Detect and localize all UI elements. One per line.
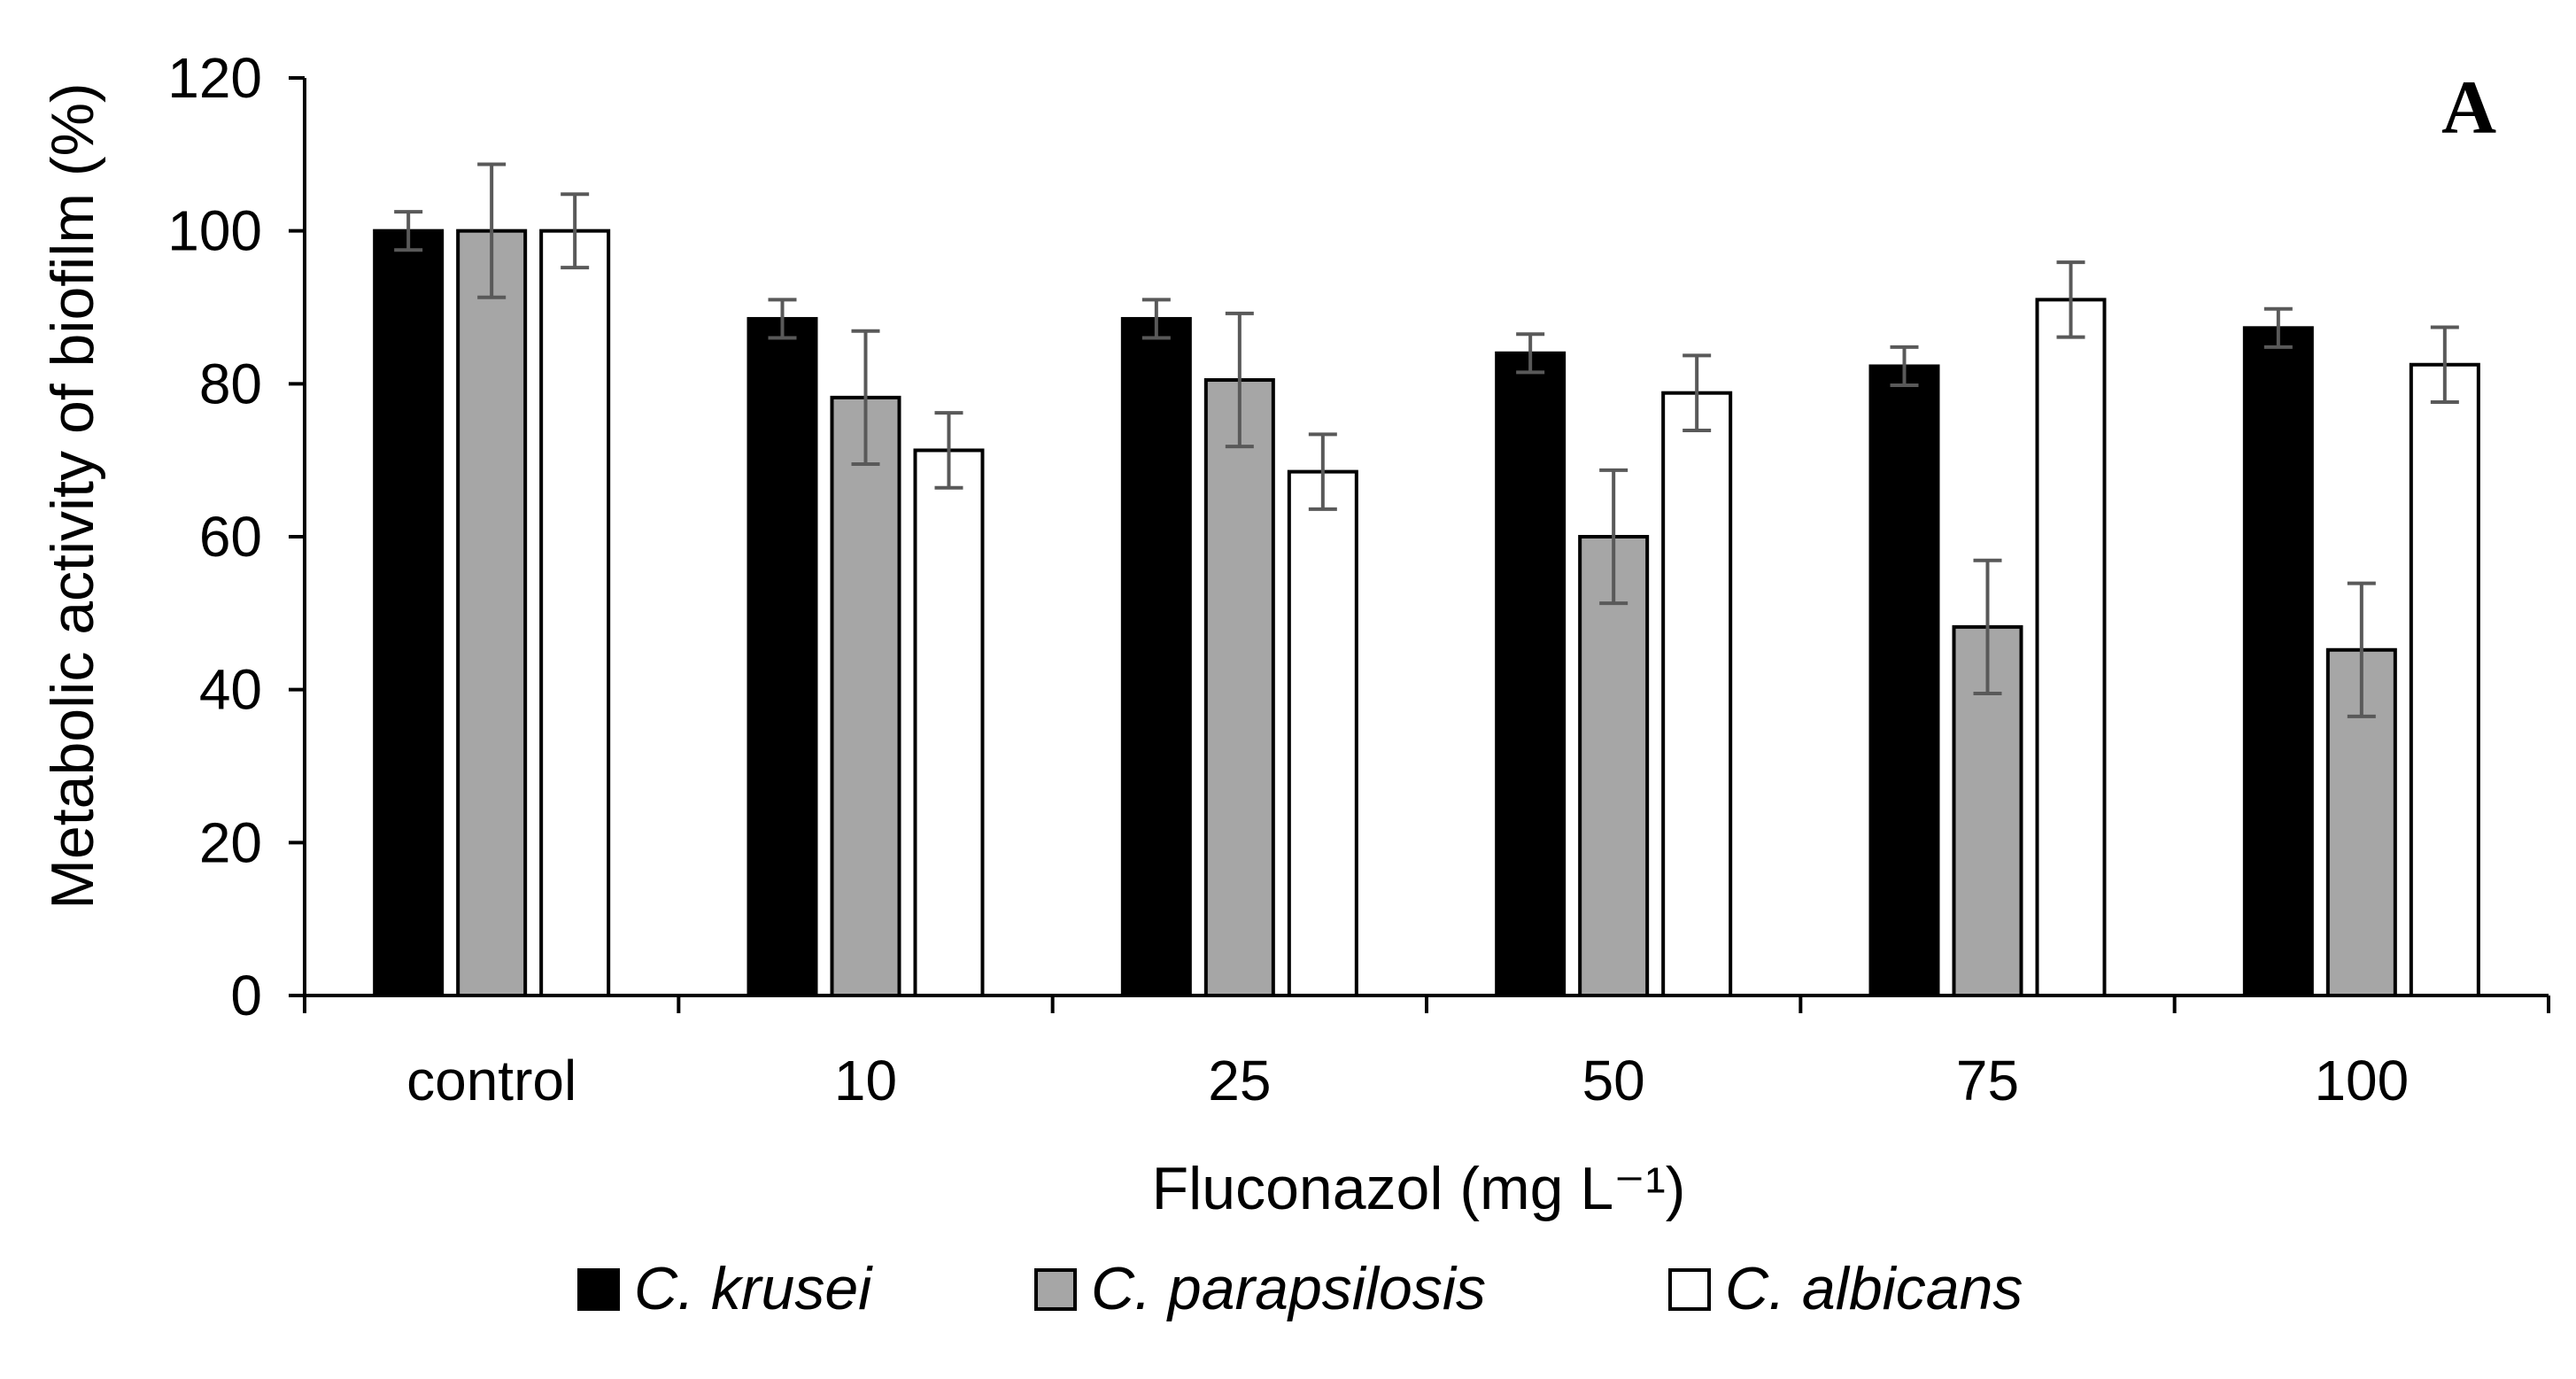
y-axis-title: Metabolic activity of biofilm (%) bbox=[39, 82, 106, 909]
bar bbox=[2035, 298, 2107, 998]
error-bar bbox=[1225, 311, 1254, 449]
bar bbox=[1661, 391, 1733, 997]
panel-label: A bbox=[2441, 65, 2496, 150]
bar bbox=[830, 395, 901, 997]
y-axis-ticks: 0 20 40 60 80 100 120 bbox=[167, 46, 305, 1027]
error-bar bbox=[1141, 298, 1171, 340]
legend-label: C. parapsilosis bbox=[1091, 1255, 1486, 1322]
bar bbox=[373, 229, 445, 997]
y-tick-label: 100 bbox=[167, 199, 262, 263]
error-bar bbox=[1683, 353, 1712, 432]
error-bar bbox=[477, 162, 507, 299]
error-bar bbox=[1973, 558, 2002, 695]
x-axis-title: Fluconazol (mg L⁻¹) bbox=[1152, 1155, 1686, 1222]
error-bar bbox=[768, 298, 797, 340]
error-bar bbox=[851, 329, 880, 466]
y-tick-label: 80 bbox=[199, 352, 262, 415]
bar bbox=[1120, 316, 1192, 997]
bar bbox=[456, 229, 528, 997]
y-tick-label: 0 bbox=[230, 964, 262, 1027]
bar bbox=[539, 229, 611, 997]
legend-label: C. albicans bbox=[1725, 1255, 2023, 1322]
x-tick-label: 100 bbox=[2314, 1049, 2409, 1112]
y-tick-label: 60 bbox=[199, 505, 262, 569]
error-bar bbox=[2347, 581, 2376, 718]
bar bbox=[1868, 364, 1940, 997]
error-bar bbox=[1599, 468, 1628, 606]
legend-label: C. krusei bbox=[634, 1255, 873, 1322]
error-bar bbox=[394, 210, 423, 252]
bar bbox=[1578, 535, 1650, 997]
x-tick-label: control bbox=[406, 1049, 576, 1112]
bar bbox=[1495, 351, 1566, 997]
legend-swatch bbox=[577, 1268, 620, 1311]
x-tick-label: 10 bbox=[834, 1049, 897, 1112]
error-bar bbox=[2263, 306, 2293, 349]
x-axis-ticks: control 10 25 50 75 100 bbox=[303, 996, 2550, 1112]
error-bar bbox=[934, 411, 963, 490]
y-tick-label: 20 bbox=[199, 810, 262, 874]
legend-swatch bbox=[1668, 1268, 1711, 1311]
legend: C. krusei C. parapsilosis C. albicans bbox=[577, 1255, 2023, 1322]
legend-swatch bbox=[1034, 1268, 1077, 1311]
x-tick-label: 25 bbox=[1208, 1049, 1271, 1112]
bar bbox=[2409, 362, 2480, 997]
bar bbox=[746, 316, 818, 997]
y-tick-label: 120 bbox=[167, 46, 262, 110]
bar-series-group bbox=[373, 229, 2480, 998]
bar bbox=[913, 448, 985, 997]
error-bars-group bbox=[394, 162, 2459, 718]
error-bar bbox=[2056, 260, 2085, 339]
y-tick-label: 40 bbox=[199, 658, 262, 722]
error-bar bbox=[1890, 345, 1919, 388]
bar bbox=[1287, 469, 1358, 997]
error-bar bbox=[1308, 432, 1337, 511]
error-bar bbox=[1516, 332, 1545, 375]
x-tick-label: 50 bbox=[1582, 1049, 1645, 1112]
bar bbox=[1203, 378, 1275, 997]
error-bar bbox=[2430, 325, 2459, 405]
x-tick-label: 75 bbox=[1956, 1049, 2019, 1112]
error-bar bbox=[561, 192, 590, 270]
bar bbox=[2242, 326, 2314, 997]
